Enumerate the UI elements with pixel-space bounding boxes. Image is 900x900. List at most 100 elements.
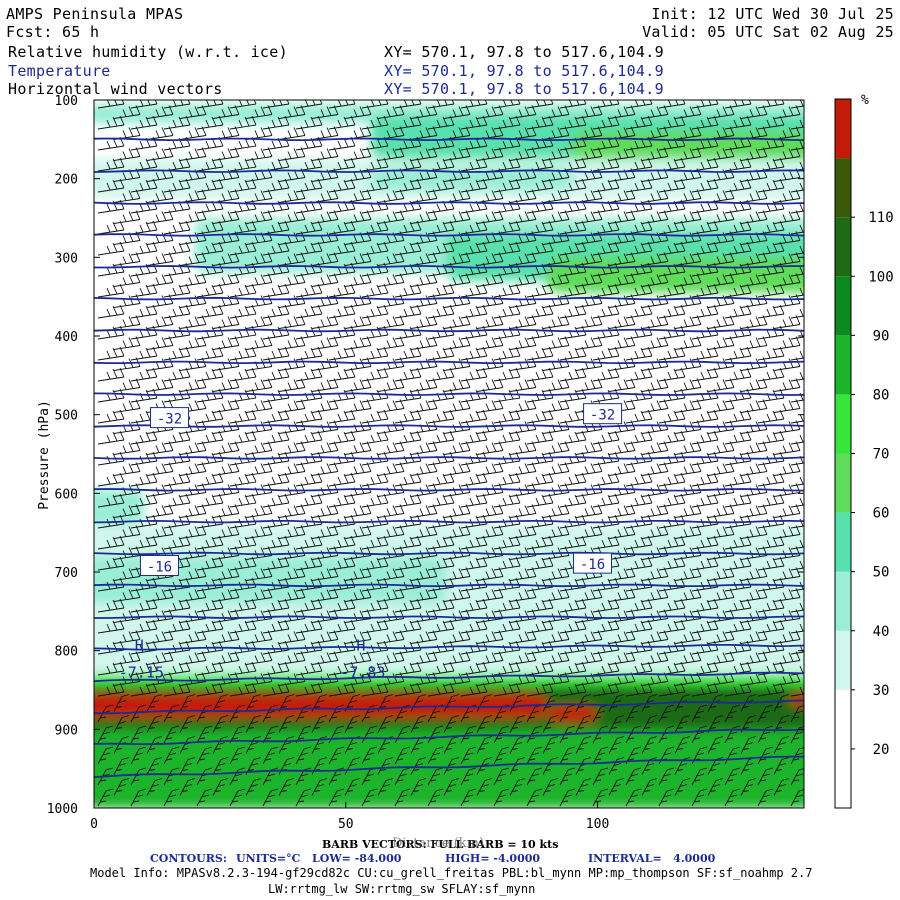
wind-barb: [278, 273, 306, 287]
wind-barb: [311, 630, 339, 644]
wind-barb: [427, 725, 444, 744]
wind-barb: [724, 451, 752, 466]
wind-barb: [179, 546, 207, 560]
wind-barb: [460, 746, 477, 765]
wind-barb: [377, 588, 405, 602]
wind-barb: [608, 588, 636, 602]
wind-barb: [229, 514, 257, 529]
wind-barb: [262, 367, 290, 382]
wind-barb: [476, 399, 504, 413]
wind-barb: [757, 746, 774, 765]
wind-barb: [493, 682, 521, 697]
wind-barb: [311, 546, 339, 560]
wind-barb: [625, 598, 653, 613]
wind-barb: [658, 199, 686, 214]
wind-barb: [377, 399, 405, 413]
wind-barb: [493, 535, 521, 550]
wind-barb: [559, 430, 587, 445]
wind-barb: [526, 262, 554, 277]
wind-barb: [146, 757, 163, 775]
wind-barb: [212, 105, 240, 119]
wind-barb: [97, 346, 125, 361]
wind-barb: [295, 409, 323, 424]
wind-barb: [130, 682, 158, 697]
wind-barb: [377, 778, 394, 796]
wind-barb: [130, 788, 147, 807]
wind-barb: [592, 157, 620, 172]
wind-barb: [262, 241, 290, 256]
wind-barb: [658, 556, 686, 571]
wind-barb: [724, 767, 741, 786]
wind-barb: [245, 609, 273, 623]
wind-barb: [476, 462, 504, 476]
wind-barb: [674, 462, 702, 476]
model-title: AMPS Peninsula MPAS: [6, 5, 184, 23]
wind-barb: [542, 546, 570, 560]
wind-barb: [295, 535, 323, 550]
wind-barb: [559, 704, 576, 723]
wind-barb: [592, 100, 620, 109]
wind-barb: [361, 220, 389, 235]
wind-barb: [328, 241, 356, 256]
wind-barb: [394, 493, 422, 508]
contour-label-box: [150, 407, 190, 429]
wind-barb: [691, 598, 719, 613]
wind-barb: [526, 409, 554, 424]
wind-barb: [344, 399, 372, 413]
wind-barb: [196, 178, 224, 193]
wind-barb: [559, 682, 587, 697]
wind-barb: [427, 157, 455, 172]
wind-barb: [641, 252, 669, 266]
wind-barb: [542, 483, 570, 497]
contour-label-box: [583, 403, 623, 425]
wind-barb: [344, 105, 372, 119]
wind-barb: [575, 736, 592, 754]
wind-barb: [394, 472, 422, 487]
wind-barb: [443, 567, 471, 581]
rh-region-10: [94, 556, 447, 604]
wind-barb: [493, 241, 521, 256]
wind-barb: [443, 736, 460, 754]
wind-barb: [757, 241, 785, 256]
wind-barb: [641, 567, 669, 581]
wind-barb: [394, 767, 411, 786]
wind-barb: [361, 514, 389, 529]
wind-barb: [196, 100, 224, 109]
wind-barb: [757, 535, 785, 550]
wind-barb: [196, 640, 224, 655]
wind-barb: [740, 715, 757, 733]
wind-barb: [625, 388, 653, 403]
wind-barb: [361, 493, 389, 508]
wind-barb: [658, 409, 686, 424]
wind-barb: [427, 367, 455, 382]
wind-barb: [493, 367, 521, 382]
wind-barb: [757, 725, 774, 744]
wind-barb: [509, 694, 526, 712]
wind-barb: [509, 778, 526, 796]
wind-barb: [196, 598, 224, 613]
wind-barb: [212, 778, 229, 796]
wind-barb: [278, 126, 306, 140]
wind-barb: [641, 546, 669, 560]
wind-barb: [113, 483, 141, 497]
wind-barb: [658, 157, 686, 172]
wind-barb: [295, 682, 323, 697]
wind-barb: [130, 304, 158, 319]
wind-barb: [212, 441, 240, 455]
wind-barb: [394, 367, 422, 382]
wind-barb: [278, 483, 306, 497]
wind-barb: [295, 304, 323, 319]
wind-barb: [608, 778, 625, 796]
wind-barb: [476, 315, 504, 329]
wind-barb: [526, 157, 554, 172]
wind-barb: [97, 220, 125, 235]
wind-barb: [608, 651, 636, 665]
wind-barb: [592, 598, 620, 613]
wind-barb: [212, 336, 240, 350]
wind-barb: [229, 788, 246, 807]
wind-barb: [245, 126, 273, 140]
wind-barb: [295, 661, 323, 676]
wind-barb: [707, 252, 735, 266]
wind-barb: [163, 640, 191, 655]
wind-barb: [278, 252, 306, 266]
